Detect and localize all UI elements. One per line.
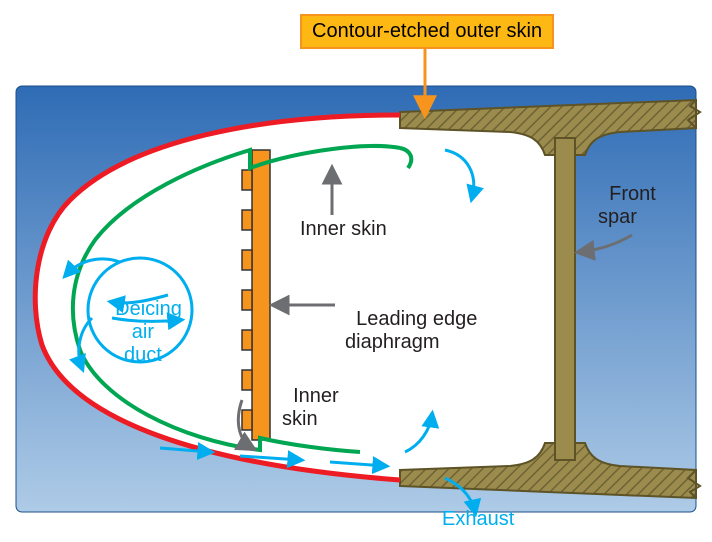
label-inner-skin-top-text: Inner skin bbox=[300, 218, 387, 240]
diagram-stage: Contour-etched outer skin Inner skin Lea… bbox=[0, 0, 712, 542]
label-front-spar-text: Front spar bbox=[598, 183, 656, 228]
label-inner-skin-bot-text: Inner skin bbox=[282, 385, 339, 430]
label-front-spar: Front spar bbox=[598, 160, 656, 229]
callout-outer-skin: Contour-etched outer skin bbox=[300, 14, 554, 49]
callout-text: Contour-etched outer skin bbox=[312, 20, 542, 42]
diagram-svg bbox=[0, 0, 712, 542]
label-exhaust-text: Exhaust bbox=[442, 508, 514, 530]
label-deicing: Deicing air duct bbox=[104, 275, 182, 367]
label-diaphragm-text: Leading edge diaphragm bbox=[345, 308, 477, 353]
front-spar-web bbox=[555, 118, 575, 478]
label-exhaust: Exhaust bbox=[442, 508, 514, 531]
label-inner-skin-top: Inner skin bbox=[300, 218, 387, 241]
label-diaphragm: Leading edge diaphragm bbox=[345, 285, 477, 354]
label-deicing-text: Deicing air duct bbox=[115, 298, 182, 366]
label-inner-skin-bot: Inner skin bbox=[282, 362, 339, 431]
